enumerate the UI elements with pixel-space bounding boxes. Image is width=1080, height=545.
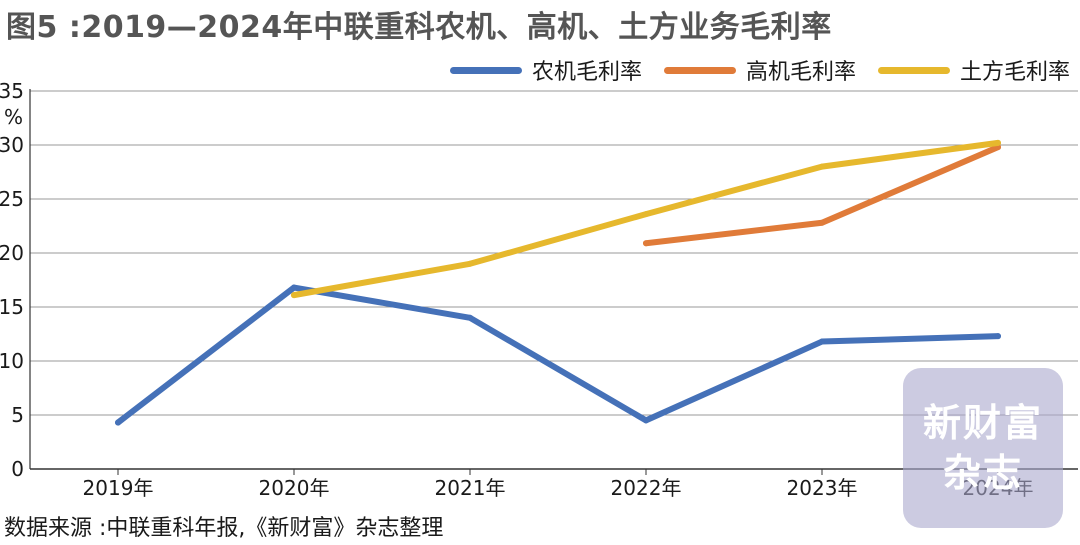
- y-axis: 0 5 10 15 20 25 30 35: [0, 79, 31, 481]
- x-tick-label-0: 2019年: [83, 476, 154, 500]
- data-point-s2-3: [643, 211, 649, 218]
- legend-swatch-aerial: [663, 66, 736, 74]
- watermark-line-1: 新财富: [922, 400, 1043, 445]
- chart-legend: 农机毛利率 高机毛利率 土方毛利率: [428, 54, 1070, 86]
- data-point-s2-2: [467, 260, 473, 267]
- legend-item-aerial: 高机毛利率: [663, 54, 856, 86]
- legend-label-earthmoving: 土方毛利率: [959, 60, 1070, 85]
- legend-item-agri: 农机毛利率: [449, 54, 642, 86]
- data-point-s2-5: [995, 139, 1001, 146]
- x-tick-label-4: 2023年: [787, 476, 858, 500]
- series-line-2: [291, 139, 1001, 299]
- watermark-line-2: 杂志: [942, 450, 1023, 495]
- watermark-logo: 新财富 杂志: [903, 368, 1063, 528]
- series-line-0: [115, 284, 1001, 426]
- legend-item-earthmoving: 土方毛利率: [877, 54, 1070, 86]
- chart-title: 图5 :2019—2024年中联重科农机、高机、土方业务毛利率: [6, 10, 832, 45]
- data-point-s0-1: [291, 284, 297, 291]
- legend-label-aerial: 高机毛利率: [745, 60, 856, 85]
- y-tick-label-10: 10: [0, 349, 24, 373]
- series-line-1: [643, 144, 1001, 247]
- series-lines: [115, 139, 1001, 426]
- y-tick-label-25: 25: [0, 187, 24, 211]
- data-point-s2-4: [819, 163, 825, 170]
- data-point-s0-0: [115, 419, 121, 426]
- x-tick-label-3: 2022年: [611, 476, 682, 500]
- data-point-s1-3: [643, 240, 649, 247]
- data-point-s2-1: [291, 292, 297, 299]
- y-tick-label-5: 5: [11, 403, 24, 427]
- x-tick-label-2: 2021年: [435, 476, 506, 500]
- x-tick-label-1: 2020年: [259, 476, 330, 500]
- y-tick-label-35: 35: [0, 79, 24, 103]
- data-point-s0-5: [995, 333, 1001, 340]
- legend-swatch-earthmoving: [877, 66, 950, 74]
- y-axis-unit: %: [4, 105, 23, 129]
- y-tick-label-20: 20: [0, 241, 24, 265]
- data-point-s0-2: [467, 314, 473, 321]
- legend-label-agri: 农机毛利率: [531, 60, 642, 85]
- data-point-s0-4: [819, 338, 825, 345]
- y-tick-label-15: 15: [0, 295, 24, 319]
- source-note: 数据来源 :中联重科年报,《新财富》杂志整理: [4, 516, 444, 541]
- data-point-s0-3: [643, 417, 649, 424]
- y-tick-label-0: 0: [11, 457, 24, 481]
- data-point-s1-4: [819, 219, 825, 226]
- y-tick-label-30: 30: [0, 133, 24, 157]
- legend-swatch-agri: [449, 66, 522, 74]
